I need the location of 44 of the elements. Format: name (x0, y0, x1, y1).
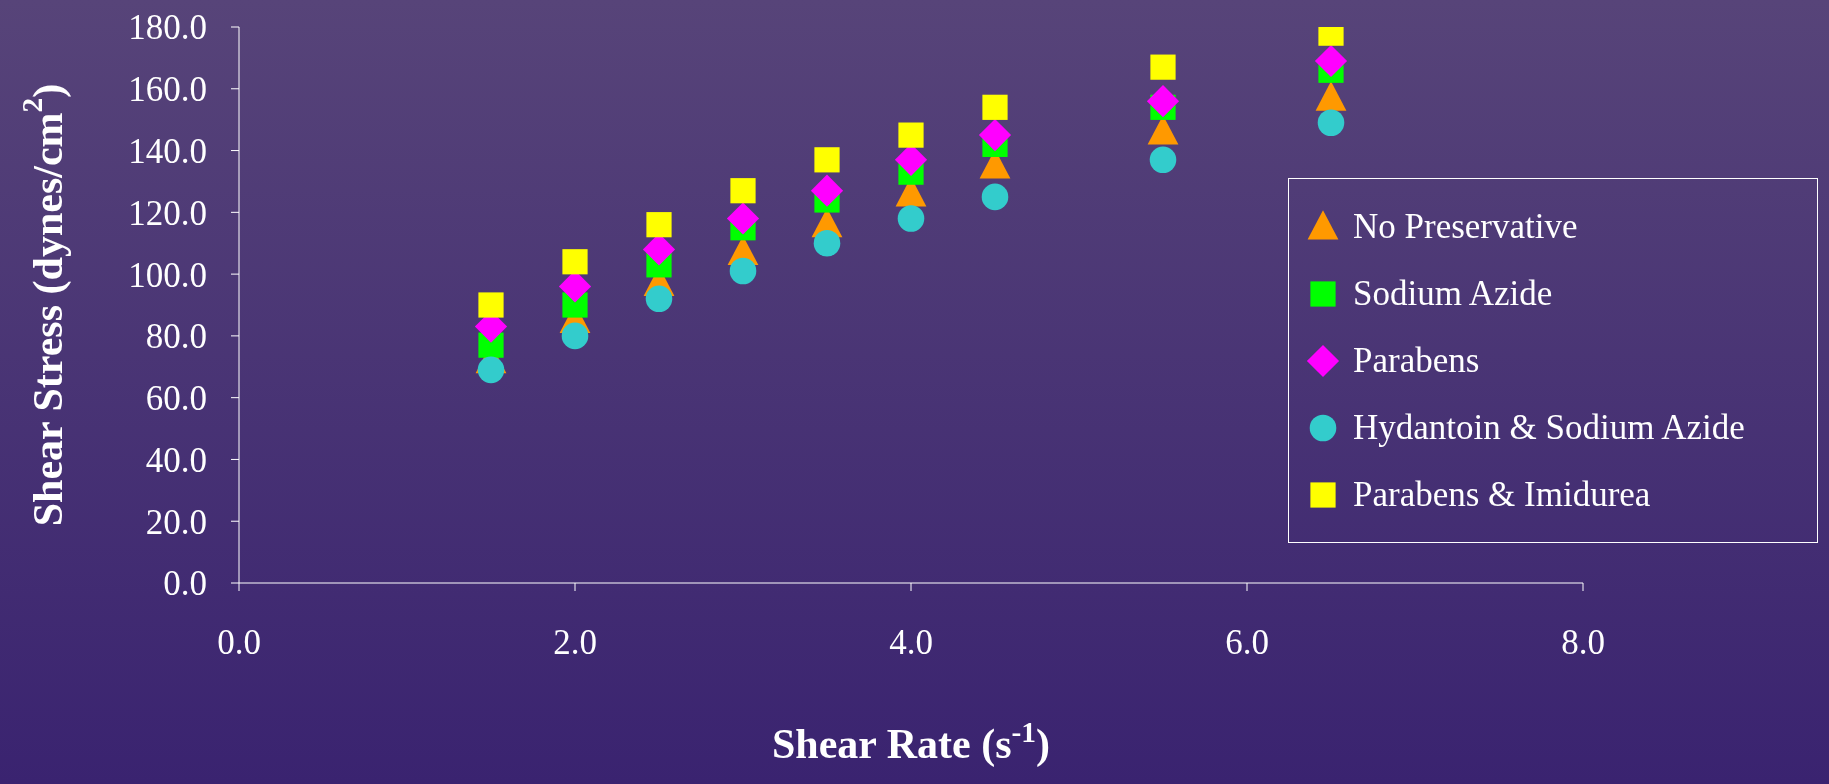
point (814, 147, 840, 173)
point (810, 174, 844, 207)
x-tick-label: 0.0 (217, 622, 261, 662)
point (646, 212, 672, 238)
point (978, 119, 1012, 152)
point (1314, 44, 1348, 78)
y-tick-label: 120.0 (128, 193, 207, 233)
point (813, 229, 841, 257)
legend-label: Parabens (1353, 340, 1480, 381)
y-tick-label: 100.0 (128, 255, 207, 295)
point (729, 257, 757, 285)
point (561, 322, 589, 350)
legend-label: Parabens & Imidurea (1353, 474, 1651, 515)
legend-label: No Preservative (1353, 206, 1578, 247)
point (1150, 54, 1176, 80)
point (562, 249, 588, 275)
y-tick-label: 60.0 (145, 379, 207, 419)
x-tick-label: 6.0 (1225, 622, 1269, 662)
point (1149, 146, 1177, 174)
y-tick-label: 140.0 (128, 131, 207, 171)
x-tick-label: 4.0 (889, 622, 933, 662)
point (645, 285, 673, 313)
legend-label: Hydantoin & Sodium Azide (1353, 407, 1745, 448)
y-tick-label: 180.0 (128, 8, 207, 48)
point (1315, 81, 1347, 111)
point (1146, 85, 1180, 118)
y-tick-label: 40.0 (145, 440, 207, 480)
point (1317, 109, 1345, 137)
point (730, 178, 756, 204)
point (898, 122, 924, 148)
point (726, 202, 760, 235)
point (478, 292, 504, 318)
legend-label: Sodium Azide (1353, 273, 1553, 314)
point (477, 356, 505, 384)
x-axis-title: Shear Rate (s$^{-1}$) (771, 716, 1051, 768)
y-tick-label: 20.0 (145, 502, 207, 542)
x-tick-label: 8.0 (1561, 622, 1605, 662)
y-tick-label: 0.0 (163, 564, 207, 604)
y-tick-label: 80.0 (145, 317, 207, 357)
x-tick-label: 2.0 (553, 622, 597, 662)
y-tick-label: 160.0 (128, 70, 207, 110)
point (981, 183, 1009, 211)
point (982, 94, 1008, 120)
point (897, 205, 925, 232)
